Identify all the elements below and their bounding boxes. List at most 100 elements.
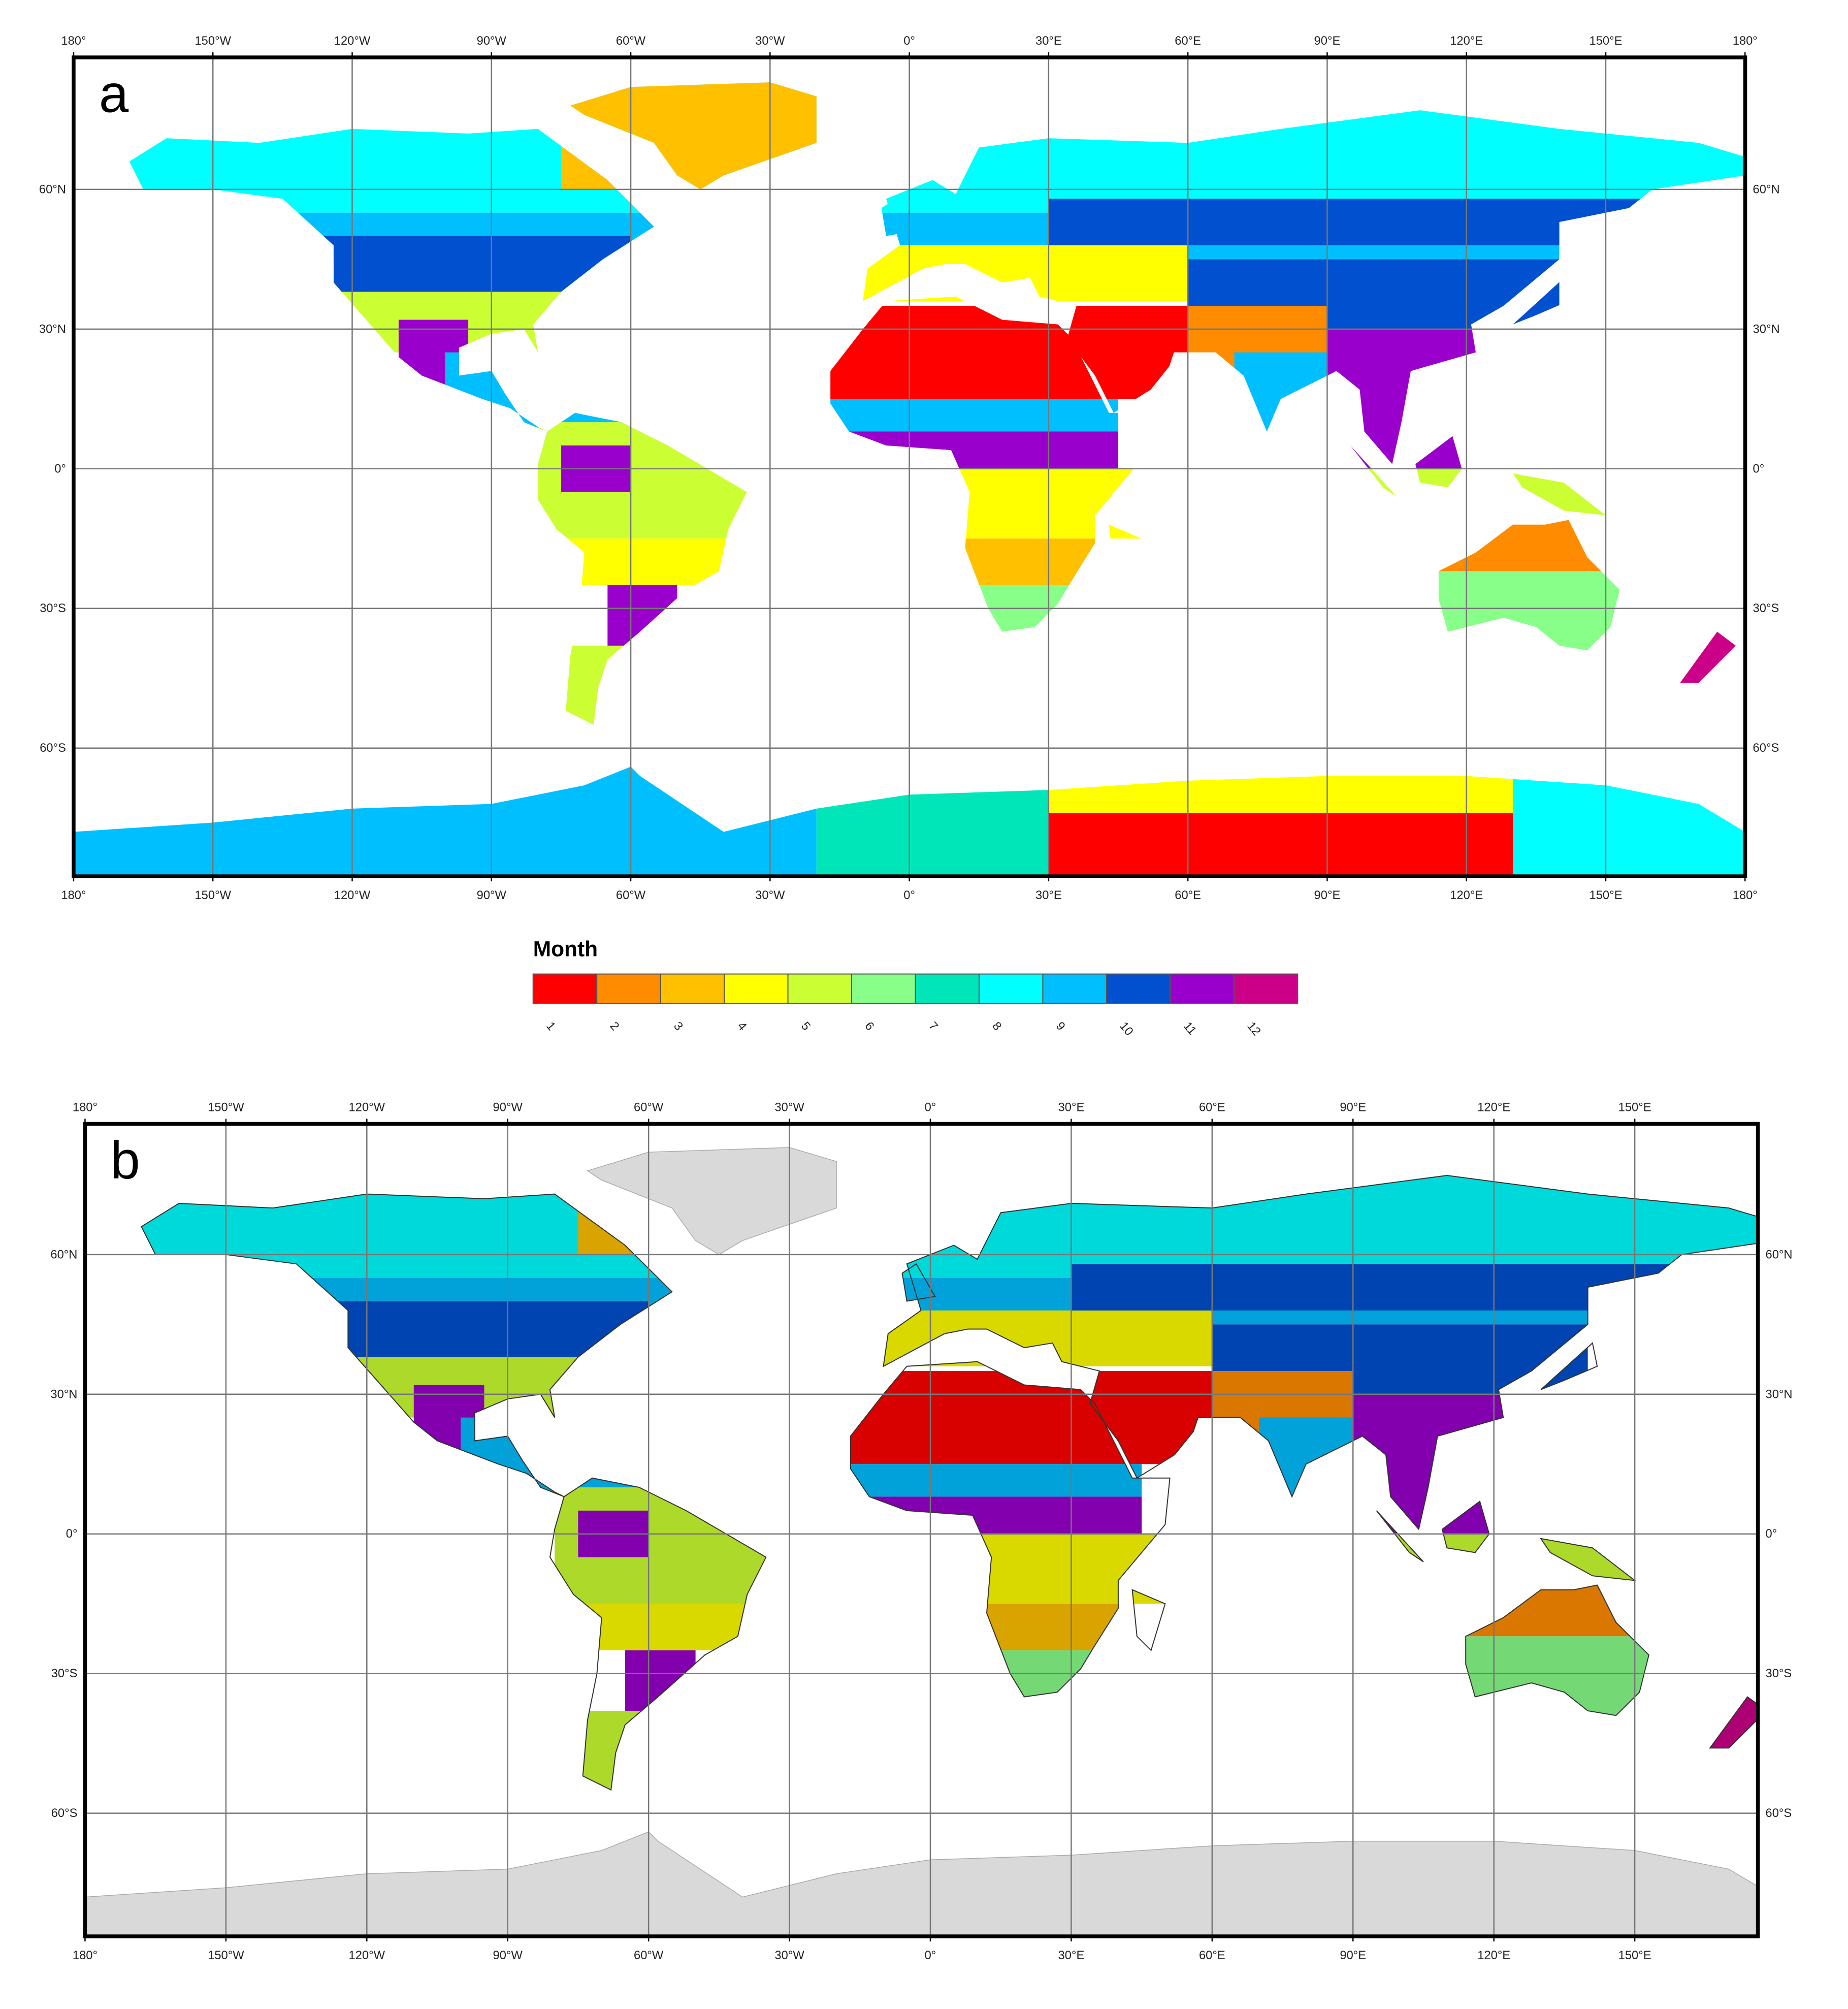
month-region [1234,352,1327,445]
month-region [319,1301,649,1357]
bottom-lon-label: 0° [925,1949,936,1962]
month-region [538,538,747,585]
legend-label: 5 [798,1019,813,1033]
left-lat-label: 30°S [40,602,66,615]
month-region [1376,1534,1635,1590]
month-region [836,1370,1212,1464]
top-lon-label: 30°E [1058,1101,1085,1114]
month-region [956,538,1095,585]
month-region [1071,1264,1758,1311]
grid-cell-outline [549,1477,767,1791]
legend-swatch [660,973,725,1004]
legend-label: 9 [1053,1019,1067,1033]
legend-swatch [915,973,980,1004]
right-lat-label: 60°S [1766,1807,1792,1820]
month-region [816,431,1119,469]
bottom-lon-label: 30°W [755,889,785,902]
legend-swatch [1042,973,1107,1004]
panel-letter: b [110,1131,140,1190]
legend-swatch [1233,973,1299,1004]
month-region [836,1464,1142,1497]
top-lon-label: 30°W [755,35,785,48]
month-region [1353,1394,1517,1534]
month-region [561,82,840,189]
left-lat-label: 60°N [50,1248,77,1261]
right-lat-label: 60°N [1753,183,1780,196]
month-region [932,468,1151,539]
legend-swatch [787,973,853,1004]
top-lon-label: 30°E [1035,35,1062,48]
legend-label: 1 [543,1019,558,1033]
month-region [1350,468,1606,525]
top-lon-label: 0° [925,1101,936,1114]
top-lon-label: 0° [903,35,915,48]
month-region [816,306,1188,399]
bottom-lon-label: 90°E [1314,889,1341,902]
map-frame [72,55,1747,878]
month-region [1048,813,1513,877]
legend-swatch [851,973,916,1004]
left-lat-label: 30°N [39,323,66,336]
bottom-lon-label: 180° [1733,889,1758,902]
top-lon-label: 150°E [1590,35,1623,48]
month-region [1420,571,1629,655]
left-lat-label: 60°S [51,1807,78,1820]
bottom-lon-label: 60°W [616,889,646,902]
month-region [1327,329,1490,469]
no-data-land [587,1147,837,1255]
month-region [607,585,677,646]
legend-label: 4 [735,1019,749,1033]
right-lat-label: 60°S [1753,742,1779,755]
top-lon-label: 120°W [349,1101,385,1114]
top-lon-label: 150°E [1618,1101,1651,1114]
right-lat-label: 30°N [1753,323,1780,336]
month-region [1675,627,1745,692]
bottom-lon-label: 180° [73,1949,98,1962]
right-lat-label: 30°S [1766,1667,1792,1680]
bottom-lon-label: 120°W [334,889,371,902]
top-lon-label: 180° [1733,35,1758,48]
right-lat-label: 30°N [1766,1388,1793,1401]
legend-label: 8 [989,1019,1003,1033]
grid-cell-outline [1540,1538,1637,1581]
month-region [863,245,1188,301]
bottom-lon-label: 30°E [1035,889,1062,902]
month-region [1447,1580,1659,1637]
left-lat-label: 60°S [40,742,66,755]
legend-label: 2 [607,1019,622,1033]
bottom-lon-label: 30°E [1058,1949,1085,1962]
month-region [883,1310,1212,1366]
month-region [556,646,631,730]
top-lon-label: 60°W [634,1101,664,1114]
top-lon-label: 90°W [493,1101,523,1114]
top-lon-label: 150°W [208,1101,244,1114]
right-lat-label: 30°S [1753,602,1779,615]
grid-cell-outline [141,1193,673,1497]
month-region [816,399,1119,432]
bottom-lon-label: 120°E [1450,889,1483,902]
bottom-lon-label: 90°W [477,889,507,902]
month-region [1513,748,1745,877]
legend-label: 3 [671,1019,685,1033]
month-region [836,1496,1142,1534]
legend-label: 10 [1117,1019,1136,1038]
right-lat-label: 60°N [1766,1248,1793,1261]
grid-cell-outline [1376,1510,1424,1562]
legend-label: 7 [926,1019,940,1033]
bottom-lon-label: 150°W [208,1949,244,1962]
top-lon-label: 120°W [334,35,371,48]
month-region [816,748,1049,877]
left-lat-label: 30°N [50,1388,77,1401]
top-lon-label: 90°E [1340,1101,1366,1114]
top-lon-label: 60°W [616,35,646,48]
month-region [956,585,1095,636]
map-frame [83,1122,1760,1938]
top-lon-label: 90°W [477,35,507,48]
left-lat-label: 30°S [51,1667,78,1680]
bottom-lon-label: 60°E [1175,889,1201,902]
bottom-lon-label: 0° [903,889,915,902]
grid-cell-outline [1441,1500,1490,1553]
top-lon-label: 120°E [1450,35,1483,48]
legend-swatch [978,973,1044,1004]
